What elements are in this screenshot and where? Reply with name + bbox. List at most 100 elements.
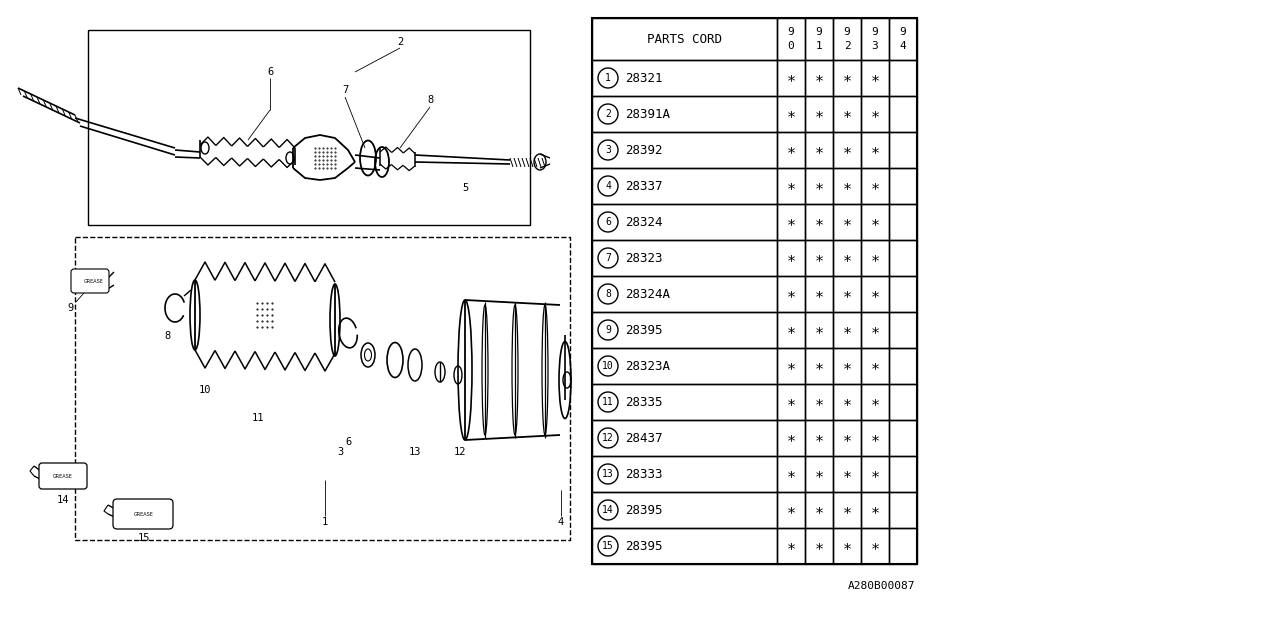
Bar bbox=[861, 132, 890, 168]
Text: 6: 6 bbox=[266, 67, 273, 77]
Text: ∗: ∗ bbox=[870, 394, 879, 410]
Bar bbox=[805, 420, 833, 456]
Bar bbox=[805, 18, 833, 60]
Text: ∗: ∗ bbox=[870, 502, 879, 518]
Bar bbox=[777, 312, 805, 348]
Text: 28321: 28321 bbox=[625, 72, 663, 84]
Bar bbox=[890, 312, 916, 348]
Text: ∗: ∗ bbox=[786, 502, 796, 518]
Text: 1: 1 bbox=[815, 41, 822, 51]
Bar bbox=[805, 348, 833, 384]
Bar bbox=[593, 168, 777, 204]
Bar bbox=[861, 492, 890, 528]
Text: ∗: ∗ bbox=[814, 106, 823, 122]
Bar bbox=[890, 348, 916, 384]
Text: 13: 13 bbox=[602, 469, 614, 479]
Text: ∗: ∗ bbox=[786, 179, 796, 193]
Bar bbox=[833, 18, 861, 60]
Text: ∗: ∗ bbox=[814, 70, 823, 86]
Text: 1: 1 bbox=[605, 73, 611, 83]
Bar bbox=[890, 276, 916, 312]
Bar bbox=[805, 456, 833, 492]
Text: 28335: 28335 bbox=[625, 396, 663, 408]
Bar bbox=[805, 312, 833, 348]
Text: ∗: ∗ bbox=[814, 214, 823, 230]
Bar bbox=[890, 384, 916, 420]
Text: GREASE: GREASE bbox=[134, 513, 154, 518]
Text: ∗: ∗ bbox=[786, 70, 796, 86]
Text: 15: 15 bbox=[602, 541, 614, 551]
Text: 9: 9 bbox=[844, 27, 850, 37]
Text: 14: 14 bbox=[56, 495, 69, 505]
Text: ∗: ∗ bbox=[814, 143, 823, 157]
Bar bbox=[593, 240, 777, 276]
Text: 9: 9 bbox=[67, 303, 73, 313]
Bar bbox=[833, 168, 861, 204]
Text: ∗: ∗ bbox=[870, 467, 879, 481]
Text: ∗: ∗ bbox=[870, 250, 879, 266]
Text: 7: 7 bbox=[342, 85, 348, 95]
Bar bbox=[593, 18, 777, 60]
Text: ∗: ∗ bbox=[842, 467, 851, 481]
Bar bbox=[593, 384, 777, 420]
Bar bbox=[861, 420, 890, 456]
Bar bbox=[777, 18, 805, 60]
Text: 6: 6 bbox=[605, 217, 611, 227]
Text: ∗: ∗ bbox=[786, 538, 796, 554]
Bar bbox=[861, 384, 890, 420]
Bar bbox=[777, 276, 805, 312]
Text: 28391A: 28391A bbox=[625, 108, 669, 120]
Text: 3: 3 bbox=[872, 41, 878, 51]
Text: 28324A: 28324A bbox=[625, 287, 669, 301]
Bar bbox=[593, 60, 777, 96]
Bar bbox=[777, 528, 805, 564]
Text: ∗: ∗ bbox=[842, 431, 851, 445]
Text: 28437: 28437 bbox=[625, 431, 663, 445]
Bar bbox=[805, 276, 833, 312]
Text: 9: 9 bbox=[605, 325, 611, 335]
Bar bbox=[833, 492, 861, 528]
Bar bbox=[805, 528, 833, 564]
Text: 28333: 28333 bbox=[625, 467, 663, 481]
Text: 28392: 28392 bbox=[625, 143, 663, 157]
Text: GREASE: GREASE bbox=[84, 278, 104, 284]
Text: 12: 12 bbox=[453, 447, 466, 457]
Bar bbox=[833, 312, 861, 348]
Text: 2: 2 bbox=[605, 109, 611, 119]
Text: 28395: 28395 bbox=[625, 540, 663, 552]
Text: 12: 12 bbox=[602, 433, 614, 443]
Bar bbox=[833, 60, 861, 96]
Text: ∗: ∗ bbox=[842, 323, 851, 337]
Text: 28324: 28324 bbox=[625, 216, 663, 228]
Bar bbox=[593, 18, 916, 564]
Text: ∗: ∗ bbox=[842, 106, 851, 122]
Bar bbox=[890, 528, 916, 564]
Text: A280B00087: A280B00087 bbox=[847, 581, 915, 591]
Text: 13: 13 bbox=[408, 447, 421, 457]
Text: ∗: ∗ bbox=[814, 538, 823, 554]
Bar bbox=[593, 96, 777, 132]
Text: ∗: ∗ bbox=[814, 394, 823, 410]
Bar bbox=[833, 420, 861, 456]
Text: 2: 2 bbox=[397, 37, 403, 47]
Text: 9: 9 bbox=[815, 27, 822, 37]
Bar bbox=[861, 240, 890, 276]
Text: 1: 1 bbox=[321, 517, 328, 527]
Bar bbox=[861, 60, 890, 96]
Text: ∗: ∗ bbox=[842, 538, 851, 554]
Bar bbox=[777, 204, 805, 240]
Bar bbox=[593, 492, 777, 528]
Text: 28395: 28395 bbox=[625, 504, 663, 516]
Text: 3: 3 bbox=[605, 145, 611, 155]
Bar bbox=[593, 312, 777, 348]
Text: 28337: 28337 bbox=[625, 179, 663, 193]
Text: 4: 4 bbox=[558, 517, 564, 527]
Bar bbox=[777, 168, 805, 204]
Text: ∗: ∗ bbox=[786, 214, 796, 230]
Text: 0: 0 bbox=[787, 41, 795, 51]
Text: 28323: 28323 bbox=[625, 252, 663, 264]
Bar bbox=[833, 204, 861, 240]
Text: ∗: ∗ bbox=[870, 106, 879, 122]
Text: ∗: ∗ bbox=[786, 394, 796, 410]
Bar bbox=[861, 528, 890, 564]
